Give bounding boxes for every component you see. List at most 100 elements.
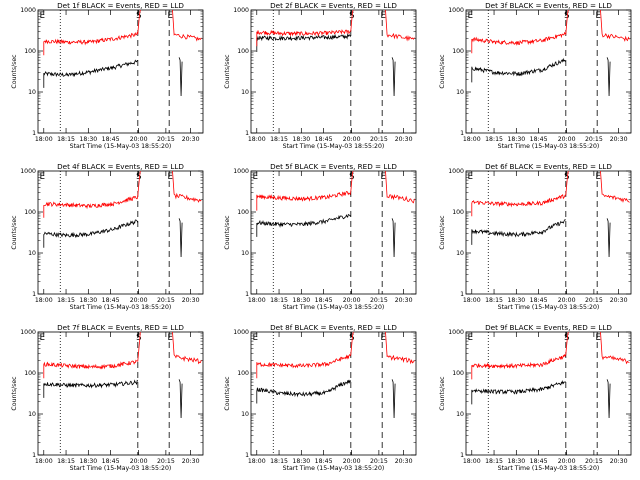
x-axis-label: Start Time (15-May-03 18:55:20) <box>70 304 172 311</box>
lld-series-line-after <box>172 331 202 365</box>
x-tick-label: 18:45 <box>102 136 120 143</box>
plot-frame <box>465 170 632 295</box>
event-marker: S <box>564 172 569 182</box>
x-tick-label: 20:00 <box>130 297 148 304</box>
event-marker: E <box>468 172 473 182</box>
y-tick-label: 100 <box>24 209 36 216</box>
y-tick-label: 10 <box>241 250 249 257</box>
x-tick-label: 20:00 <box>558 458 576 465</box>
chart-title: Det 9f BLACK = Events, RED = LLD <box>485 323 612 332</box>
x-axis-label: Start Time (15-May-03 18:55:20) <box>70 143 172 150</box>
x-tick-label: 18:00 <box>248 136 266 143</box>
y-tick-label: 1 <box>245 452 249 459</box>
y-tick-label: 100 <box>237 48 249 55</box>
y-tick-label: 100 <box>24 48 36 55</box>
lld-series-line-after <box>172 170 202 203</box>
lld-series-line-after <box>600 170 630 203</box>
y-tick-label: 10 <box>28 89 36 96</box>
events-series-line <box>256 379 352 404</box>
lld-series-line <box>43 331 141 379</box>
y-axis-label: Counts/sec <box>11 376 18 411</box>
y-tick-label: 1000 <box>20 168 36 175</box>
x-tick-label: 20:00 <box>343 458 361 465</box>
plot-frame <box>37 170 204 295</box>
event-marker: S <box>564 11 569 21</box>
event-marker: E <box>596 333 601 343</box>
x-tick-label: 18:30 <box>292 136 310 143</box>
x-tick-label: 18:15 <box>485 136 503 143</box>
y-tick-label: 100 <box>24 370 36 377</box>
chart-title: Det 8f BLACK = Events, RED = LLD <box>270 323 397 332</box>
x-tick-label: 18:45 <box>102 458 120 465</box>
x-axis-label: Start Time (15-May-03 18:55:20) <box>283 304 385 311</box>
y-axis-label: Counts/sec <box>224 215 231 250</box>
events-series-line <box>43 219 139 248</box>
chart-title: Det 1f BLACK = Events, RED = LLD <box>57 1 184 10</box>
y-tick-label: 1 <box>245 130 249 137</box>
x-tick-label: 18:30 <box>507 458 525 465</box>
y-tick-label: 1000 <box>20 329 36 336</box>
event-marker: E <box>40 11 45 21</box>
x-tick-label: 18:30 <box>507 297 525 304</box>
x-tick-label: 18:45 <box>530 297 548 304</box>
x-tick-label: 18:15 <box>270 297 288 304</box>
lld-series-line <box>471 9 569 54</box>
x-axis-label: Start Time (15-May-03 18:55:20) <box>498 143 600 150</box>
events-series-line-after <box>178 57 183 96</box>
x-tick-label: 18:15 <box>57 136 75 143</box>
panel-det-5: Det 5f BLACK = Events, RED = LLD 1 10 100 10… <box>224 162 417 311</box>
plot-frame <box>465 9 632 134</box>
x-tick-label: 18:15 <box>57 458 75 465</box>
x-tick-label: 18:00 <box>35 297 53 304</box>
lld-series-line-after <box>385 9 415 42</box>
event-marker: E <box>468 333 473 343</box>
plot-frame <box>250 9 417 134</box>
x-tick-label: 18:00 <box>463 136 481 143</box>
x-tick-label: 18:30 <box>79 297 97 304</box>
x-tick-label: 20:15 <box>585 136 603 143</box>
event-marker: E <box>40 172 45 182</box>
y-tick-label: 1000 <box>448 329 464 336</box>
y-tick-label: 100 <box>452 370 464 377</box>
y-axis-label: Counts/sec <box>224 54 231 89</box>
y-tick-label: 1000 <box>233 168 249 175</box>
lld-series-line <box>471 170 569 217</box>
lld-series-line-after <box>385 331 415 365</box>
lld-series-line <box>256 170 354 211</box>
y-tick-label: 10 <box>28 250 36 257</box>
lld-series-line <box>471 331 569 380</box>
events-series-line <box>256 33 352 52</box>
plot-frame <box>250 170 417 295</box>
y-tick-label: 1 <box>32 291 36 298</box>
event-marker: S <box>136 172 141 182</box>
y-tick-label: 10 <box>456 250 464 257</box>
y-tick-label: 100 <box>237 370 249 377</box>
x-tick-label: 18:45 <box>530 458 548 465</box>
y-tick-label: 1000 <box>233 329 249 336</box>
x-axis-label: Start Time (15-May-03 18:55:20) <box>283 465 385 472</box>
chart-title: Det 3f BLACK = Events, RED = LLD <box>485 1 612 10</box>
events-series-line-after <box>391 218 396 257</box>
x-tick-label: 20:15 <box>370 136 388 143</box>
x-tick-label: 20:00 <box>558 297 576 304</box>
events-series-line-after <box>391 379 396 418</box>
y-tick-label: 1 <box>460 452 464 459</box>
x-tick-label: 20:30 <box>395 458 413 465</box>
y-axis-label: Counts/sec <box>439 54 446 89</box>
lld-series-line-after <box>600 9 630 42</box>
panel-det-4: Det 4f BLACK = Events, RED = LLD 1 10 100 10… <box>11 162 204 311</box>
event-marker: S <box>136 333 141 343</box>
chart-title: Det 2f BLACK = Events, RED = LLD <box>270 1 397 10</box>
event-marker: E <box>253 172 258 182</box>
event-marker: E <box>381 11 386 21</box>
y-tick-label: 1 <box>245 291 249 298</box>
y-tick-label: 1000 <box>448 7 464 14</box>
chart-title: Det 7f BLACK = Events, RED = LLD <box>57 323 184 332</box>
events-series-line <box>471 219 566 245</box>
events-series-line <box>256 213 352 237</box>
x-tick-label: 20:30 <box>182 297 200 304</box>
x-tick-label: 18:15 <box>57 297 75 304</box>
y-tick-label: 1 <box>32 130 36 137</box>
chart-title: Det 6f BLACK = Events, RED = LLD <box>485 162 612 171</box>
